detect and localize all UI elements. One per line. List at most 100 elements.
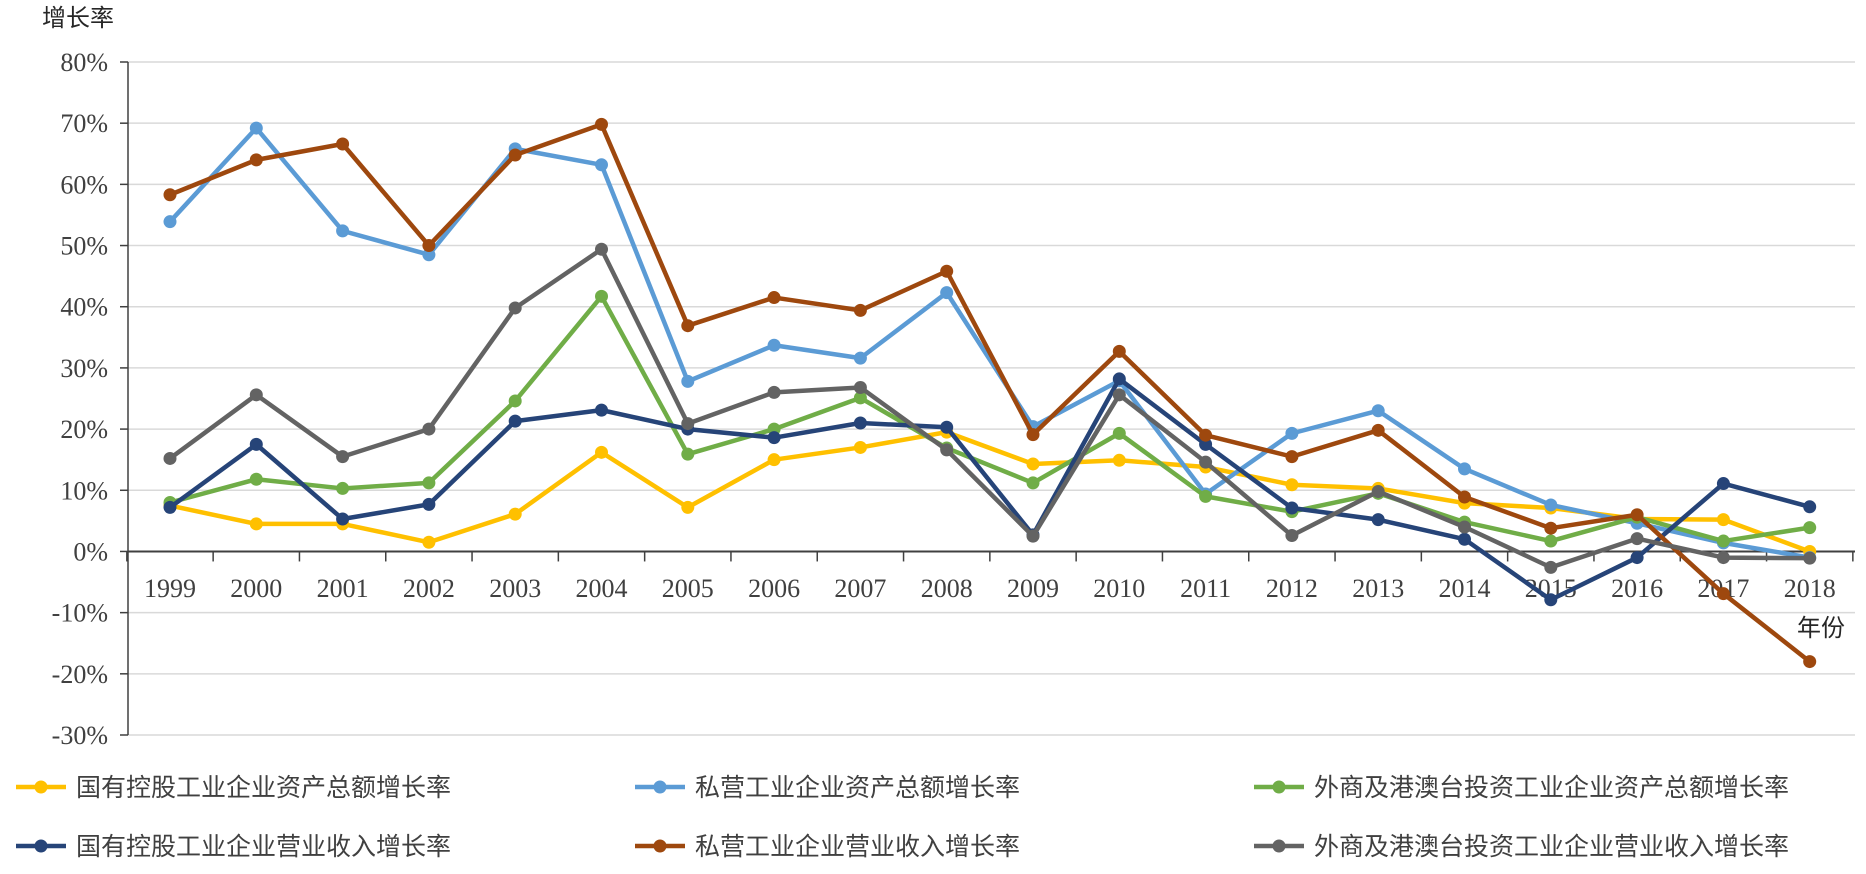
- series-line: [167, 122, 1812, 664]
- legend-label: 国有控股工业企业营业收入增长率: [76, 832, 451, 861]
- data-point: [1371, 484, 1385, 498]
- x-tick-label: 2010: [1093, 574, 1145, 603]
- data-point: [1630, 551, 1644, 565]
- x-tick-label: 2013: [1352, 574, 1404, 603]
- data-point: [336, 224, 350, 238]
- data-point: [681, 374, 695, 388]
- legend-swatch-marker: [34, 780, 48, 794]
- legend-label: 外商及港澳台投资工业企业营业收入增长率: [1314, 832, 1789, 861]
- data-point: [940, 443, 954, 457]
- y-tick-label: 20%: [60, 415, 108, 444]
- data-point: [1026, 529, 1040, 543]
- y-tick-label: 10%: [60, 476, 108, 505]
- legend-swatch-marker: [653, 839, 667, 853]
- x-tick-label: 2000: [230, 574, 282, 603]
- data-point: [1716, 587, 1730, 601]
- data-point: [595, 445, 608, 459]
- data-point: [595, 158, 608, 172]
- data-point: [1026, 457, 1040, 471]
- data-point: [1285, 529, 1299, 543]
- data-point: [422, 497, 436, 511]
- x-tick-label: 2006: [748, 574, 800, 603]
- x-tick-label: 2004: [576, 574, 628, 603]
- y-tick-label: 60%: [60, 170, 108, 199]
- x-tick-label: 2003: [489, 574, 541, 603]
- data-point: [681, 319, 695, 333]
- data-point: [681, 500, 695, 514]
- data-point: [853, 380, 867, 394]
- data-point: [681, 447, 695, 461]
- data-point: [249, 437, 263, 451]
- data-point: [1371, 404, 1385, 418]
- data-point: [1285, 426, 1299, 440]
- data-point: [1026, 428, 1040, 442]
- data-point: [1199, 428, 1213, 442]
- data-point: [767, 453, 781, 467]
- x-tick-label: 2007: [834, 574, 886, 603]
- data-point: [1630, 508, 1644, 522]
- series-line: [167, 294, 1812, 544]
- data-point: [767, 291, 781, 305]
- data-point: [595, 242, 608, 256]
- y-axis: 80% 70% 60% 50% 40% 30% 20% 10% 0% -10% -20% -30%: [52, 48, 129, 750]
- y-tick-label: 30%: [60, 354, 108, 383]
- data-point: [853, 391, 867, 405]
- y-tick-label: 50%: [60, 232, 108, 261]
- data-point: [1112, 388, 1126, 402]
- data-point: [767, 385, 781, 399]
- legend-swatch-marker: [34, 839, 48, 853]
- data-point: [336, 512, 350, 526]
- legend: 国有控股工业企业资产总额增长率 私营工业企业资产总额增长率 外商及港澳台投资工业企业…: [16, 773, 1789, 861]
- x-tick-label: 2005: [662, 574, 714, 603]
- data-point: [595, 403, 608, 417]
- data-point: [249, 153, 263, 167]
- legend-item: 私营工业企业营业收入增长率: [635, 832, 1020, 861]
- legend-label: 国有控股工业企业资产总额增长率: [76, 773, 451, 802]
- data-point: [249, 388, 263, 402]
- x-tick-label: 2018: [1784, 574, 1836, 603]
- data-point: [1285, 450, 1299, 464]
- data-point: [853, 440, 867, 454]
- data-point: [595, 289, 608, 303]
- legend-item: 外商及港澳台投资工业企业营业收入增长率: [1254, 832, 1789, 861]
- legend-item: 国有控股工业企业资产总额增长率: [16, 773, 451, 802]
- legend-item: 国有控股工业企业营业收入增长率: [16, 832, 451, 861]
- y-tick-label: -30%: [52, 721, 108, 750]
- legend-swatch-marker: [1272, 780, 1286, 794]
- y-axis-title: 增长率: [42, 4, 114, 32]
- y-tick-label: 80%: [60, 48, 108, 77]
- data-point: [595, 117, 608, 131]
- data-point: [1199, 455, 1213, 469]
- data-point: [1199, 489, 1213, 503]
- series-line: [167, 246, 1812, 570]
- data-point: [1371, 513, 1385, 527]
- data-point: [681, 417, 695, 431]
- data-point: [422, 239, 436, 253]
- data-point: [1803, 521, 1817, 535]
- data-point: [336, 137, 350, 151]
- data-point: [1112, 426, 1126, 440]
- data-point: [508, 507, 522, 521]
- data-point: [249, 472, 263, 486]
- data-point: [1544, 521, 1558, 535]
- y-tick-label: -10%: [52, 599, 108, 628]
- data-point: [249, 517, 263, 531]
- data-point: [940, 420, 954, 434]
- data-point: [940, 286, 954, 300]
- legend-swatch-marker: [653, 780, 667, 794]
- x-tick-label: 1999: [144, 574, 196, 603]
- data-point: [1544, 498, 1558, 512]
- data-point: [1803, 500, 1817, 514]
- data-point: [1716, 534, 1730, 548]
- data-point: [163, 451, 177, 465]
- data-point: [1458, 462, 1471, 476]
- data-point: [853, 416, 867, 430]
- data-point: [1112, 344, 1126, 358]
- data-point: [1803, 655, 1817, 669]
- x-tick-label: 2001: [317, 574, 369, 603]
- data-point: [422, 476, 436, 490]
- legend-label: 外商及港澳台投资工业企业资产总额增长率: [1314, 773, 1789, 802]
- legend-swatch-marker: [1272, 839, 1286, 853]
- data-point: [767, 431, 781, 445]
